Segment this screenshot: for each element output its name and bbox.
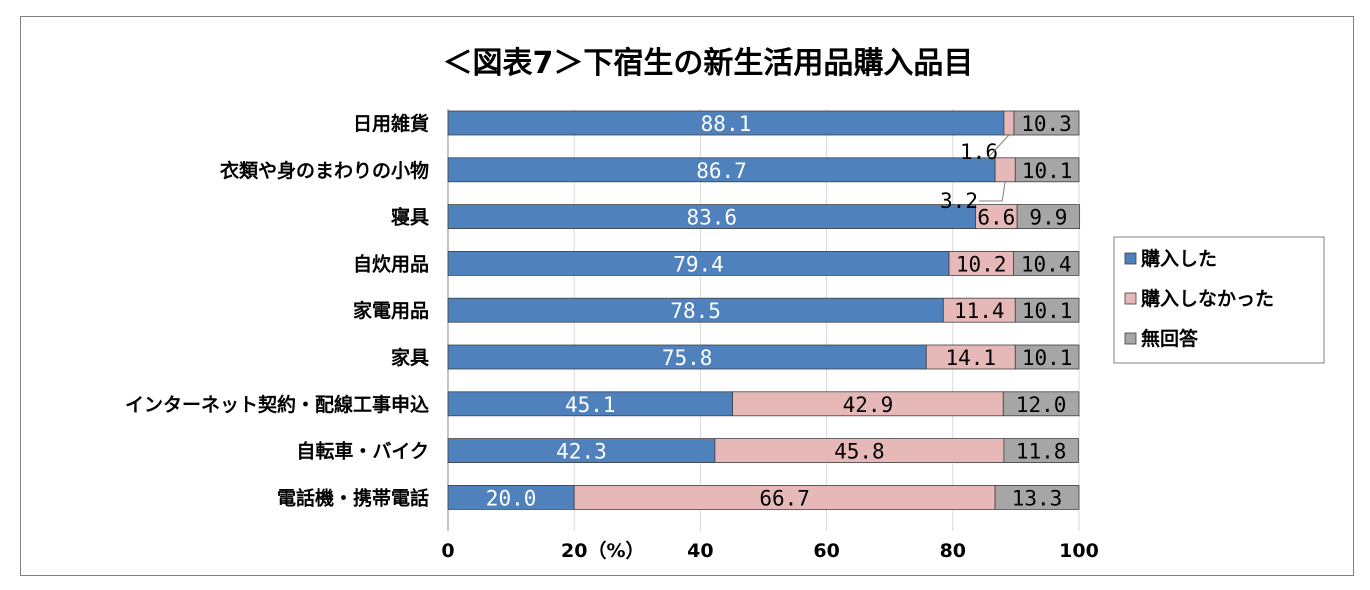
category-label: 自転車・バイク (296, 440, 429, 463)
bar-no-answer (1014, 297, 1080, 323)
category-label: 家電用品 (353, 299, 429, 322)
bar-no-answer (1002, 391, 1080, 417)
data-label: 12.0 (1016, 393, 1067, 417)
bar-purchased (447, 157, 996, 183)
data-label: 75.8 (662, 346, 713, 370)
x-tick-label: 80 (940, 540, 966, 562)
data-label: 42.9 (843, 393, 894, 417)
legend-label: 購入した (1141, 247, 1217, 270)
bar-no-answer (1014, 157, 1080, 183)
bar-purchased (447, 438, 716, 464)
bar-purchased (447, 297, 944, 323)
bar-purchased (447, 204, 976, 230)
bar-not-purchased (948, 250, 1014, 276)
legend-label: 購入しなかった (1141, 287, 1274, 310)
legend-swatch (1124, 292, 1137, 305)
x-tick-label: 40 (687, 540, 713, 562)
bar-purchased (447, 110, 1005, 136)
legend-swatch (1124, 332, 1137, 345)
data-label: 42.3 (556, 440, 607, 464)
category-label: 寝具 (391, 206, 429, 229)
bar-not-purchased (1003, 110, 1015, 136)
bar-not-purchased (975, 204, 1018, 230)
legend-label: 無回答 (1141, 327, 1199, 350)
data-label: 66.7 (759, 486, 810, 510)
legend-box (1113, 236, 1325, 364)
data-label: 11.4 (954, 299, 1005, 323)
bar-not-purchased (714, 438, 1005, 464)
chart-frame: ＜図表7＞下宿生の新生活用品購入品目日用雑貨 88.1 10.3 衣類や身のまわりの小… (20, 16, 1354, 576)
bar-purchased (447, 344, 927, 370)
data-label: 10.1 (1022, 346, 1073, 370)
category-label: 家具 (391, 346, 429, 369)
category-label: 日用雑貨 (353, 112, 429, 135)
bar-not-purchased (994, 157, 1016, 183)
data-label: 20.0 (486, 486, 537, 510)
category-label: インターネット契約・配線工事申込 (125, 393, 429, 416)
data-label: 14.1 (945, 346, 996, 370)
bar-not-purchased (925, 344, 1016, 370)
data-label: 79.4 (673, 252, 724, 276)
data-label: 10.1 (1022, 159, 1073, 183)
bar-no-answer (1003, 438, 1079, 464)
bar-no-answer (1016, 204, 1081, 230)
callout-leader (979, 181, 1006, 202)
bar-not-purchased (573, 484, 996, 510)
data-label: 9.9 (1029, 206, 1067, 230)
bar-no-answer (994, 484, 1080, 510)
data-label: 6.6 (977, 206, 1015, 230)
bar-no-answer (1014, 344, 1080, 370)
data-label: 10.2 (956, 252, 1007, 276)
data-label: 86.7 (696, 159, 747, 183)
callout-label: 1.6 (960, 140, 998, 164)
legend-swatch (1124, 252, 1137, 265)
data-label: 13.3 (1012, 486, 1063, 510)
data-label: 10.1 (1022, 299, 1073, 323)
bar-purchased (447, 391, 733, 417)
x-tick-label: 20 (561, 540, 587, 562)
x-axis-unit: （%） (587, 539, 644, 562)
data-label: 10.3 (1021, 112, 1072, 136)
data-label: 83.6 (686, 206, 737, 230)
category-label: 電話機・携帯電話 (277, 486, 429, 509)
data-label: 11.8 (1016, 440, 1067, 464)
data-label: 45.1 (565, 393, 616, 417)
x-tick-label: 0 (441, 540, 454, 562)
bar-purchased (447, 484, 575, 510)
data-label: 78.5 (670, 299, 721, 323)
callout-label: 3.2 (940, 189, 978, 213)
category-label: 自炊用品 (353, 252, 429, 275)
bar-no-answer (1013, 110, 1080, 136)
category-label: 衣類や身のまわりの小物 (220, 159, 429, 182)
data-label: 88.1 (701, 112, 752, 136)
data-label: 10.4 (1021, 252, 1072, 276)
bar-no-answer (1012, 250, 1080, 276)
data-label: 45.8 (834, 440, 885, 464)
x-tick-label: 60 (813, 540, 839, 562)
callout-leader (982, 134, 1010, 164)
x-tick-label: 100 (1059, 540, 1099, 562)
chart-title: ＜図表7＞下宿生の新生活用品購入品目 (443, 46, 974, 81)
